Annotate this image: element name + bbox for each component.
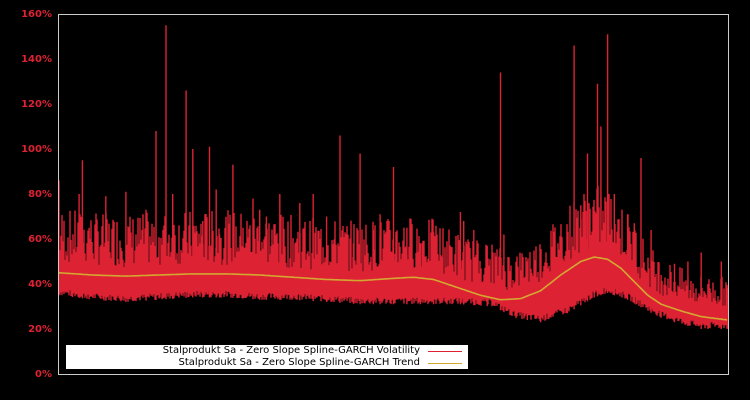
legend-label: Stalprodukt Sa - Zero Slope Spline-GARCH… — [162, 345, 420, 356]
y-tick-label: 20% — [28, 324, 52, 335]
legend-swatch-red — [428, 350, 462, 352]
legend-swatch-gold — [428, 362, 462, 364]
y-tick-label: 0% — [35, 369, 52, 380]
volatility-series — [58, 25, 729, 329]
y-tick-label: 100% — [21, 144, 52, 155]
y-tick-label: 80% — [28, 189, 52, 200]
trend-series — [58, 256, 728, 321]
y-tick-label: 160% — [21, 9, 52, 20]
legend: Stalprodukt Sa - Zero Slope Spline-GARCH… — [66, 345, 468, 369]
y-tick-label: 60% — [28, 234, 52, 245]
legend-item-volatility: Stalprodukt Sa - Zero Slope Spline-GARCH… — [163, 345, 468, 357]
plot-frame — [58, 14, 729, 375]
y-tick-label: 120% — [21, 99, 52, 110]
y-tick-label: 140% — [21, 54, 52, 65]
legend-item-trend: Stalprodukt Sa - Zero Slope Spline-GARCH… — [179, 357, 468, 369]
y-tick-label: 40% — [28, 279, 52, 290]
legend-label: Stalprodukt Sa - Zero Slope Spline-GARCH… — [178, 357, 420, 368]
